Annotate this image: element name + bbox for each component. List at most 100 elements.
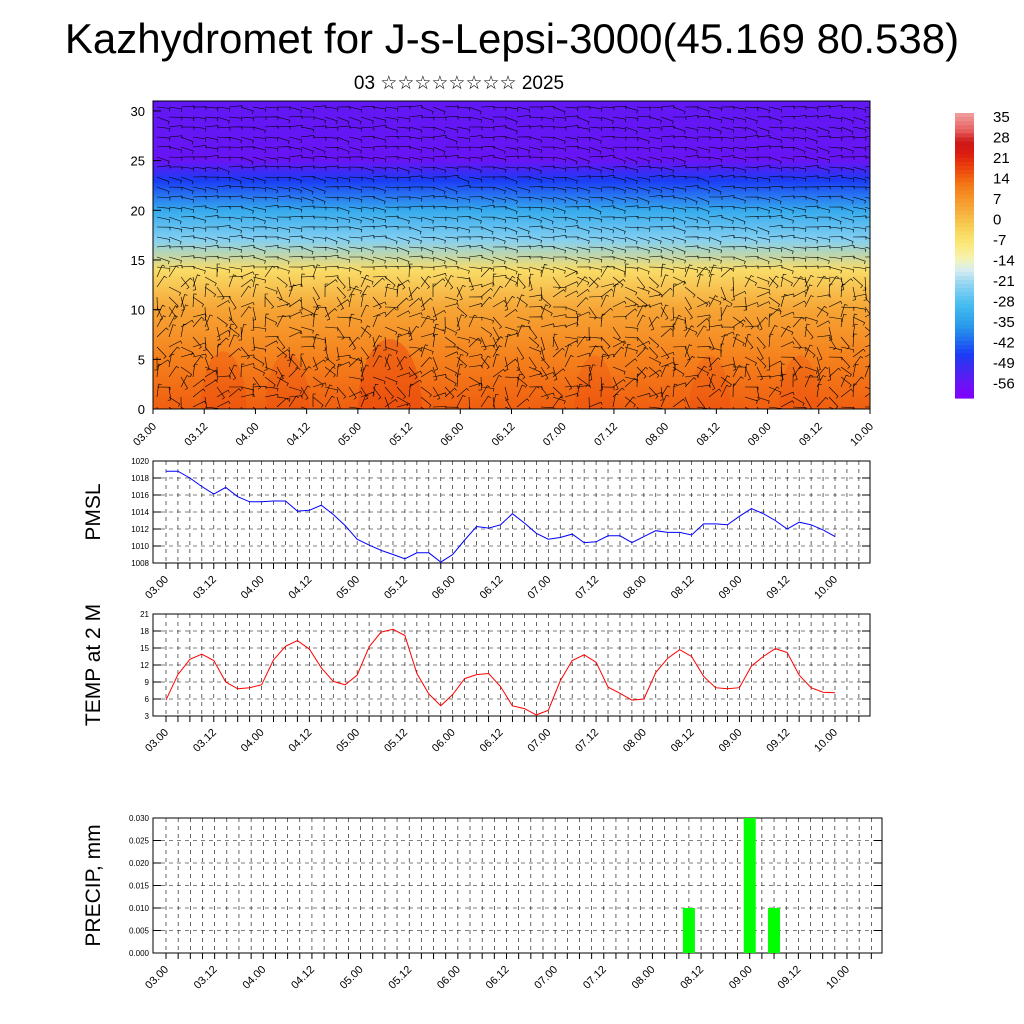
wind-barb bbox=[456, 126, 471, 133]
wind-barb bbox=[780, 363, 785, 378]
wind-barb bbox=[192, 336, 202, 350]
wind-barb bbox=[420, 116, 435, 121]
colorbar-band bbox=[955, 365, 974, 371]
wind-barb bbox=[816, 366, 828, 378]
wind-barb bbox=[540, 372, 555, 378]
wind-barb bbox=[384, 236, 398, 245]
wind-barb bbox=[204, 369, 218, 378]
x-tick-label: 03.12 bbox=[191, 574, 219, 602]
wind-barb bbox=[216, 126, 231, 131]
wind-barb bbox=[240, 393, 255, 398]
wind-barb bbox=[432, 166, 446, 174]
wind-barb bbox=[312, 246, 327, 251]
warm-plumes bbox=[200, 339, 820, 409]
wind-barb bbox=[732, 216, 746, 225]
wind-barb bbox=[540, 206, 555, 213]
wind-barb bbox=[228, 296, 237, 310]
wind-barb bbox=[216, 316, 228, 328]
wind-barb bbox=[324, 275, 339, 279]
wind-barb bbox=[828, 276, 843, 283]
wind-barb bbox=[636, 373, 641, 388]
wind-barb bbox=[852, 136, 867, 141]
wind-barb bbox=[480, 344, 495, 349]
wind-barb bbox=[480, 287, 493, 298]
x-tick-label: 05.12 bbox=[386, 964, 414, 992]
wind-barb bbox=[336, 336, 351, 341]
wind-barb bbox=[396, 126, 411, 132]
wind-barb bbox=[300, 345, 315, 350]
wind-barb bbox=[312, 376, 324, 388]
wind-barb bbox=[360, 116, 374, 124]
x-tick-label: 03.00 bbox=[143, 964, 171, 992]
wind-barb bbox=[360, 246, 374, 254]
wind-barb bbox=[720, 326, 735, 331]
wind-barb bbox=[360, 394, 369, 408]
wind-barb bbox=[672, 283, 677, 298]
wind-barb bbox=[216, 326, 221, 341]
wind-barb bbox=[204, 379, 218, 388]
wind-barb bbox=[720, 116, 735, 123]
wind-barb bbox=[588, 366, 593, 381]
wind-barb bbox=[528, 116, 543, 121]
wind-barb bbox=[732, 186, 747, 192]
x-tick-label: 09.12 bbox=[797, 421, 825, 449]
wind-barb bbox=[540, 105, 555, 110]
wind-barb bbox=[276, 246, 291, 253]
colorbar-label: 35 bbox=[993, 109, 1010, 126]
wind-barb bbox=[576, 383, 583, 398]
wind-barb bbox=[384, 326, 398, 336]
wind-barb bbox=[516, 294, 525, 308]
wind-barb bbox=[444, 351, 459, 358]
wind-barb bbox=[840, 236, 854, 245]
wind-barb bbox=[204, 314, 213, 328]
wind-barb bbox=[312, 393, 316, 407]
wind-barb bbox=[720, 343, 724, 357]
wind-barb bbox=[180, 245, 195, 250]
wind-barb bbox=[552, 206, 566, 214]
wind-barb bbox=[552, 234, 567, 239]
wind-barb bbox=[720, 266, 735, 272]
wind-barb bbox=[636, 226, 651, 232]
wind-barb bbox=[420, 166, 435, 171]
wind-barb bbox=[168, 365, 180, 378]
x-tick-label: 09.00 bbox=[727, 964, 755, 992]
wind-barb bbox=[780, 325, 791, 338]
wind-barb bbox=[168, 116, 183, 121]
wind-barb bbox=[588, 166, 602, 174]
wind-barb bbox=[828, 226, 843, 232]
wind-barb bbox=[156, 327, 169, 338]
wind-barb bbox=[600, 283, 615, 288]
wind-barb bbox=[840, 226, 855, 233]
wind-barb bbox=[360, 285, 371, 298]
wind-barb bbox=[564, 316, 579, 321]
wind-barb bbox=[480, 145, 495, 150]
wind-barb bbox=[612, 340, 627, 348]
wind-barb bbox=[600, 313, 606, 328]
wind-barb bbox=[324, 279, 338, 288]
wind-barb bbox=[336, 296, 344, 311]
wind-barb bbox=[168, 265, 179, 278]
wind-barb bbox=[276, 195, 291, 199]
wind-barb bbox=[624, 266, 639, 272]
wind-barb bbox=[576, 136, 591, 141]
wind-barb bbox=[684, 306, 693, 320]
wind-barb bbox=[204, 195, 219, 199]
wind-barb bbox=[864, 333, 870, 338]
colorbar-band bbox=[955, 170, 974, 175]
wind-barb bbox=[804, 156, 819, 163]
wind-barb bbox=[192, 166, 207, 172]
wind-barb bbox=[480, 226, 494, 235]
wind-barb bbox=[600, 106, 615, 111]
wind-barb bbox=[360, 326, 372, 338]
wind-barb bbox=[312, 136, 327, 141]
wind-barb bbox=[492, 396, 495, 409]
wind-barb bbox=[360, 274, 370, 288]
x-tick-label: 06.12 bbox=[484, 964, 512, 992]
wind-barb bbox=[180, 176, 194, 185]
colorbar-band bbox=[955, 165, 974, 171]
wind-barb bbox=[672, 196, 687, 203]
wind-barb bbox=[660, 287, 673, 298]
wind-barb bbox=[708, 246, 722, 254]
wind-barb bbox=[720, 375, 731, 388]
wind-barb bbox=[576, 205, 591, 210]
